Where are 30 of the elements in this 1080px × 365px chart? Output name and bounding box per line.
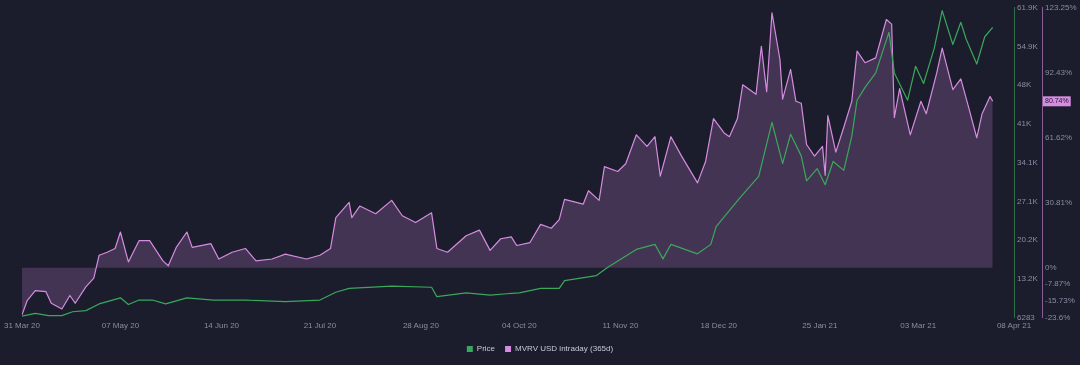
y-tick-label: 61.9K bbox=[1017, 3, 1039, 12]
y2-tick-label: 123.25% bbox=[1045, 3, 1077, 12]
y2-tick-label: 30.81% bbox=[1045, 197, 1073, 207]
y2-tick-label: -7.87% bbox=[1045, 279, 1071, 289]
x-tick-label: 21 Jul 20 bbox=[303, 321, 337, 331]
legend-label: MVRV USD intraday (365d) bbox=[515, 344, 614, 354]
y2-tick-label: 61.62% bbox=[1045, 132, 1073, 142]
x-tick-label: 25 Jan 21 bbox=[802, 321, 838, 331]
y2-tick-label: -23.6% bbox=[1045, 312, 1071, 322]
y-tick-label: 54.9K bbox=[1017, 41, 1039, 51]
y-tick-label: 6283 bbox=[1017, 312, 1036, 322]
y-tick-label: 48K bbox=[1017, 80, 1032, 90]
y-tick-label: 34.1K bbox=[1017, 157, 1039, 167]
y-tick-label: 20.2K bbox=[1017, 235, 1039, 245]
x-tick-label: 18 Dec 20 bbox=[700, 321, 738, 331]
x-tick-label: 14 Jun 20 bbox=[203, 321, 240, 331]
x-tick-label: 28 Aug 20 bbox=[402, 321, 440, 331]
y-tick-label: 27.1K bbox=[1017, 196, 1039, 206]
y-tick-label: 41K bbox=[1017, 119, 1032, 129]
y-tick-label: 13.2K bbox=[1017, 273, 1039, 283]
legend-label: Price bbox=[476, 344, 496, 354]
x-tick-label: 04 Oct 20 bbox=[501, 321, 538, 331]
x-tick-label: 31 Mar 20 bbox=[3, 321, 41, 331]
y2-tick-label: 0% bbox=[1045, 262, 1057, 272]
x-tick-label: 11 Nov 20 bbox=[602, 321, 639, 331]
x-tick-label: 08 Apr 21 bbox=[996, 321, 1032, 331]
x-tick-label: 07 May 20 bbox=[101, 321, 140, 331]
y2-tick-label: -15.73% bbox=[1045, 296, 1075, 306]
x-tick-label: 03 Mar 21 bbox=[900, 321, 937, 331]
y2-tick-label: 92.43% bbox=[1045, 67, 1073, 77]
